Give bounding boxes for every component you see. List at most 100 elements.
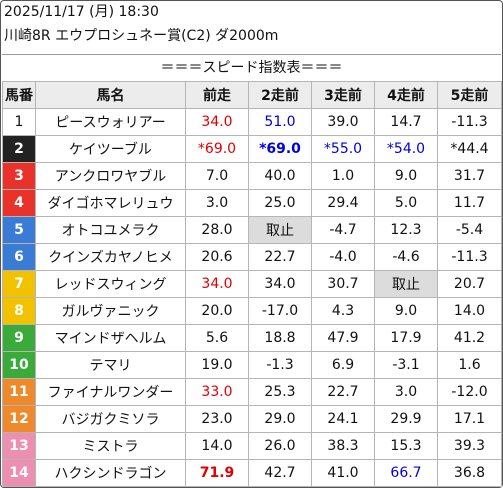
- table-row: 1 ピースウォリアー 34.0 51.0 39.0 14.7 -11.3: [2, 108, 502, 136]
- horse-number-badge: 1: [2, 108, 36, 136]
- horse-number-badge: 4: [2, 189, 36, 217]
- index-last-race: 19.0: [185, 351, 249, 379]
- index-2-races-ago: 34.0: [248, 270, 312, 298]
- index-3-races-ago: 4.3: [311, 297, 375, 325]
- index-5-races-ago: 31.7: [437, 162, 502, 190]
- index-4-races-ago: 3.0: [374, 378, 438, 406]
- col-header-last: 前走: [185, 81, 249, 109]
- index-last-race: 14.0: [185, 432, 249, 460]
- index-last-race: 28.0: [185, 216, 249, 244]
- index-5-races-ago: 39.3: [437, 432, 502, 460]
- table-row: 6 クインズカヤノヒメ 20.6 22.7 -4.0 -4.6 -11.3: [2, 243, 502, 271]
- index-last-race: 5.6: [185, 324, 249, 352]
- index-4-races-ago: 15.3: [374, 432, 438, 460]
- header-row: 馬番 馬名 前走 2走前 3走前 4走前 5走前: [2, 81, 502, 109]
- horse-number-badge: 6: [2, 243, 36, 271]
- index-5-races-ago: 36.8: [437, 459, 502, 487]
- table-row: 5 オトコユメラク 28.0 取止 -4.7 12.3 -5.4: [2, 216, 502, 244]
- index-4-races-ago: -4.6: [374, 243, 438, 271]
- horse-number-badge: 7: [2, 270, 36, 298]
- index-last-race: 20.6: [185, 243, 249, 271]
- index-3-races-ago: 24.1: [311, 405, 375, 433]
- horse-name: オトコユメラク: [35, 216, 186, 244]
- horse-name: ケイツーブル: [35, 135, 186, 163]
- index-4-races-ago: 17.9: [374, 324, 438, 352]
- index-2-races-ago: 40.0: [248, 162, 312, 190]
- index-4-races-ago: 5.0: [374, 189, 438, 217]
- table-row: 3 アンクロワヤブル 7.0 40.0 1.0 9.0 31.7: [2, 162, 502, 190]
- index-3-races-ago: 30.7: [311, 270, 375, 298]
- table-row: 4 ダイゴホマレリュウ 3.0 25.0 29.4 5.0 11.7: [2, 189, 502, 217]
- index-2-races-ago: 取止: [248, 216, 312, 244]
- horse-name: マインドザヘルム: [35, 324, 186, 352]
- col-header-2ago: 2走前: [248, 81, 312, 109]
- index-2-races-ago: 51.0: [248, 108, 312, 136]
- index-5-races-ago: 41.2: [437, 324, 502, 352]
- index-5-races-ago: -11.3: [437, 108, 502, 136]
- horse-number-badge: 10: [2, 351, 36, 379]
- index-4-races-ago: 14.7: [374, 108, 438, 136]
- horse-name: ガルヴァニック: [35, 297, 186, 325]
- horse-number-badge: 9: [2, 324, 36, 352]
- index-5-races-ago: 17.1: [437, 405, 502, 433]
- table-row: 11 ファイナルワンダー 33.0 25.3 22.7 3.0 -12.0: [2, 378, 502, 406]
- index-2-races-ago: -17.0: [248, 297, 312, 325]
- horse-name: ハクシンドラゴン: [35, 459, 186, 487]
- table-row: 14 ハクシンドラゴン 71.9 42.7 41.0 66.7 36.8: [2, 459, 502, 487]
- col-header-4ago: 4走前: [374, 81, 438, 109]
- index-last-race: 34.0: [185, 108, 249, 136]
- race-datetime: 2025/11/17 (月) 18:30: [4, 4, 159, 20]
- horse-number-badge: 11: [2, 378, 36, 406]
- index-2-races-ago: 29.0: [248, 405, 312, 433]
- index-3-races-ago: 47.9: [311, 324, 375, 352]
- col-header-5ago: 5走前: [437, 81, 502, 109]
- speed-index-table: 馬番 馬名 前走 2走前 3走前 4走前 5走前 1 ピースウォリアー 34.0 51…: [2, 81, 502, 487]
- col-header-number: 馬番: [2, 81, 36, 109]
- index-4-races-ago: *54.0: [374, 135, 438, 163]
- table-row: 7 レッドスウィング 34.0 34.0 30.7 取止 20.7: [2, 270, 502, 298]
- index-5-races-ago: -5.4: [437, 216, 502, 244]
- index-2-races-ago: -1.3: [248, 351, 312, 379]
- horse-name: クインズカヤノヒメ: [35, 243, 186, 271]
- index-3-races-ago: 6.9: [311, 351, 375, 379]
- index-last-race: 71.9: [185, 459, 249, 487]
- index-last-race: 23.0: [185, 405, 249, 433]
- col-header-3ago: 3走前: [311, 81, 375, 109]
- index-3-races-ago: 22.7: [311, 378, 375, 406]
- index-3-races-ago: -4.7: [311, 216, 375, 244]
- index-3-races-ago: 29.4: [311, 189, 375, 217]
- horse-number-badge: 13: [2, 432, 36, 460]
- index-5-races-ago: -11.3: [437, 243, 502, 271]
- index-3-races-ago: -4.0: [311, 243, 375, 271]
- table-row: 8 ガルヴァニック 20.0 -17.0 4.3 9.0 14.0: [2, 297, 502, 325]
- index-4-races-ago: -3.1: [374, 351, 438, 379]
- table-row: 13 ミストラ 14.0 26.0 38.3 15.3 39.3: [2, 432, 502, 460]
- horse-number-badge: 5: [2, 216, 36, 244]
- index-2-races-ago: *69.0: [248, 135, 312, 163]
- index-3-races-ago: 1.0: [311, 162, 375, 190]
- table-subtitle: ＝＝＝スピード指数表＝＝＝: [2, 54, 501, 81]
- table-row: 2 ケイツーブル *69.0 *69.0 *55.0 *54.0 *44.4: [2, 135, 502, 163]
- horse-name: バジガクミソラ: [35, 405, 186, 433]
- horse-name: ダイゴホマレリュウ: [35, 189, 186, 217]
- index-last-race: 3.0: [185, 189, 249, 217]
- index-3-races-ago: 38.3: [311, 432, 375, 460]
- index-last-race: 20.0: [185, 297, 249, 325]
- index-4-races-ago: 12.3: [374, 216, 438, 244]
- horse-name: アンクロワヤブル: [35, 162, 186, 190]
- index-4-races-ago: 66.7: [374, 459, 438, 487]
- index-2-races-ago: 25.0: [248, 189, 312, 217]
- col-header-name: 馬名: [35, 81, 186, 109]
- index-5-races-ago: *44.4: [437, 135, 502, 163]
- table-row: 10 テマリ 19.0 -1.3 6.9 -3.1 1.6: [2, 351, 502, 379]
- horse-name: テマリ: [35, 351, 186, 379]
- index-2-races-ago: 42.7: [248, 459, 312, 487]
- index-2-races-ago: 22.7: [248, 243, 312, 271]
- index-5-races-ago: 14.0: [437, 297, 502, 325]
- index-last-race: 33.0: [185, 378, 249, 406]
- horse-number-badge: 3: [2, 162, 36, 190]
- horse-number-badge: 8: [2, 297, 36, 325]
- index-4-races-ago: 取止: [374, 270, 438, 298]
- index-last-race: 34.0: [185, 270, 249, 298]
- table-row: 9 マインドザヘルム 5.6 18.8 47.9 17.9 41.2: [2, 324, 502, 352]
